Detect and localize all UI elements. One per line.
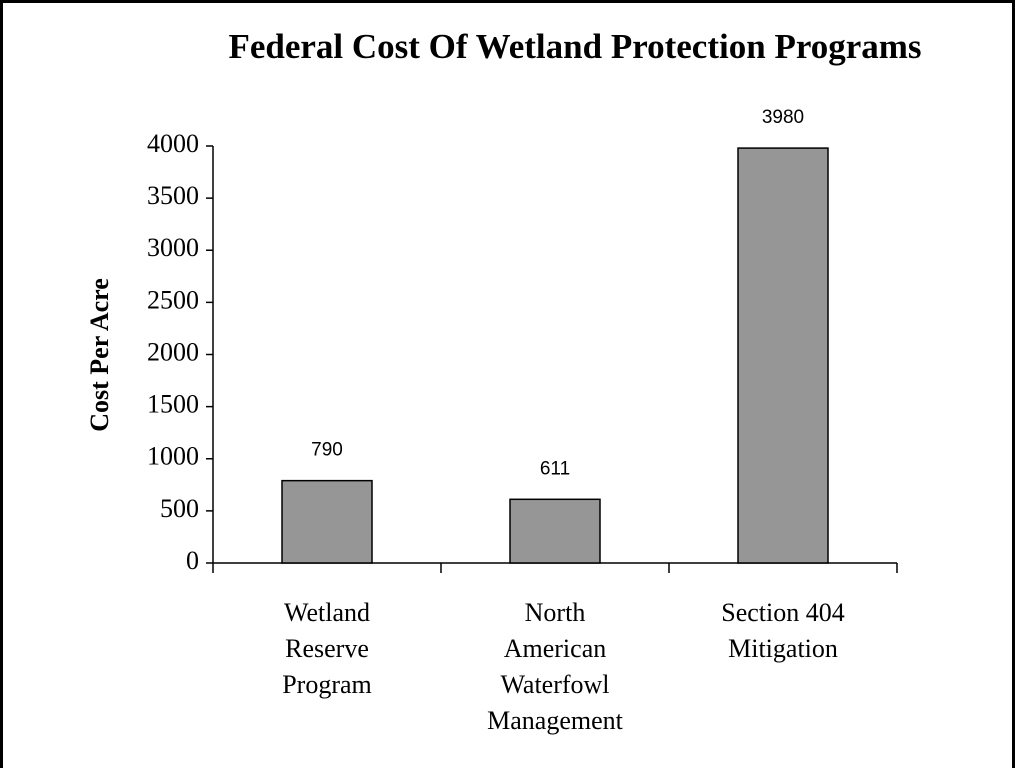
y-tick-label: 1500	[147, 390, 199, 419]
y-tick-label: 3500	[147, 181, 199, 210]
y-tick-label: 500	[160, 494, 199, 523]
x-tick-label: Wetland Reserve Program	[282, 598, 372, 699]
y-tick-label: 0	[186, 546, 199, 575]
y-axis-label: Cost Per Acre	[85, 278, 114, 432]
value-label: 611	[540, 458, 570, 479]
y-tick-label: 2000	[147, 337, 199, 366]
y-tick-label: 1000	[147, 442, 199, 471]
bar	[737, 147, 829, 564]
value-label: 3980	[762, 107, 804, 128]
bar	[281, 479, 373, 564]
value-label: 790	[311, 440, 343, 461]
x-tick-label: Section 404 Mitigation	[721, 598, 845, 663]
y-tick-label: 2500	[147, 285, 199, 314]
chart-title: Federal Cost Of Wetland Protection Progr…	[228, 27, 921, 66]
bar	[509, 498, 601, 564]
y-tick-label: 4000	[147, 129, 199, 158]
x-tick-label: North American Waterfowl Management	[487, 598, 623, 735]
y-tick-label: 3000	[147, 233, 199, 262]
